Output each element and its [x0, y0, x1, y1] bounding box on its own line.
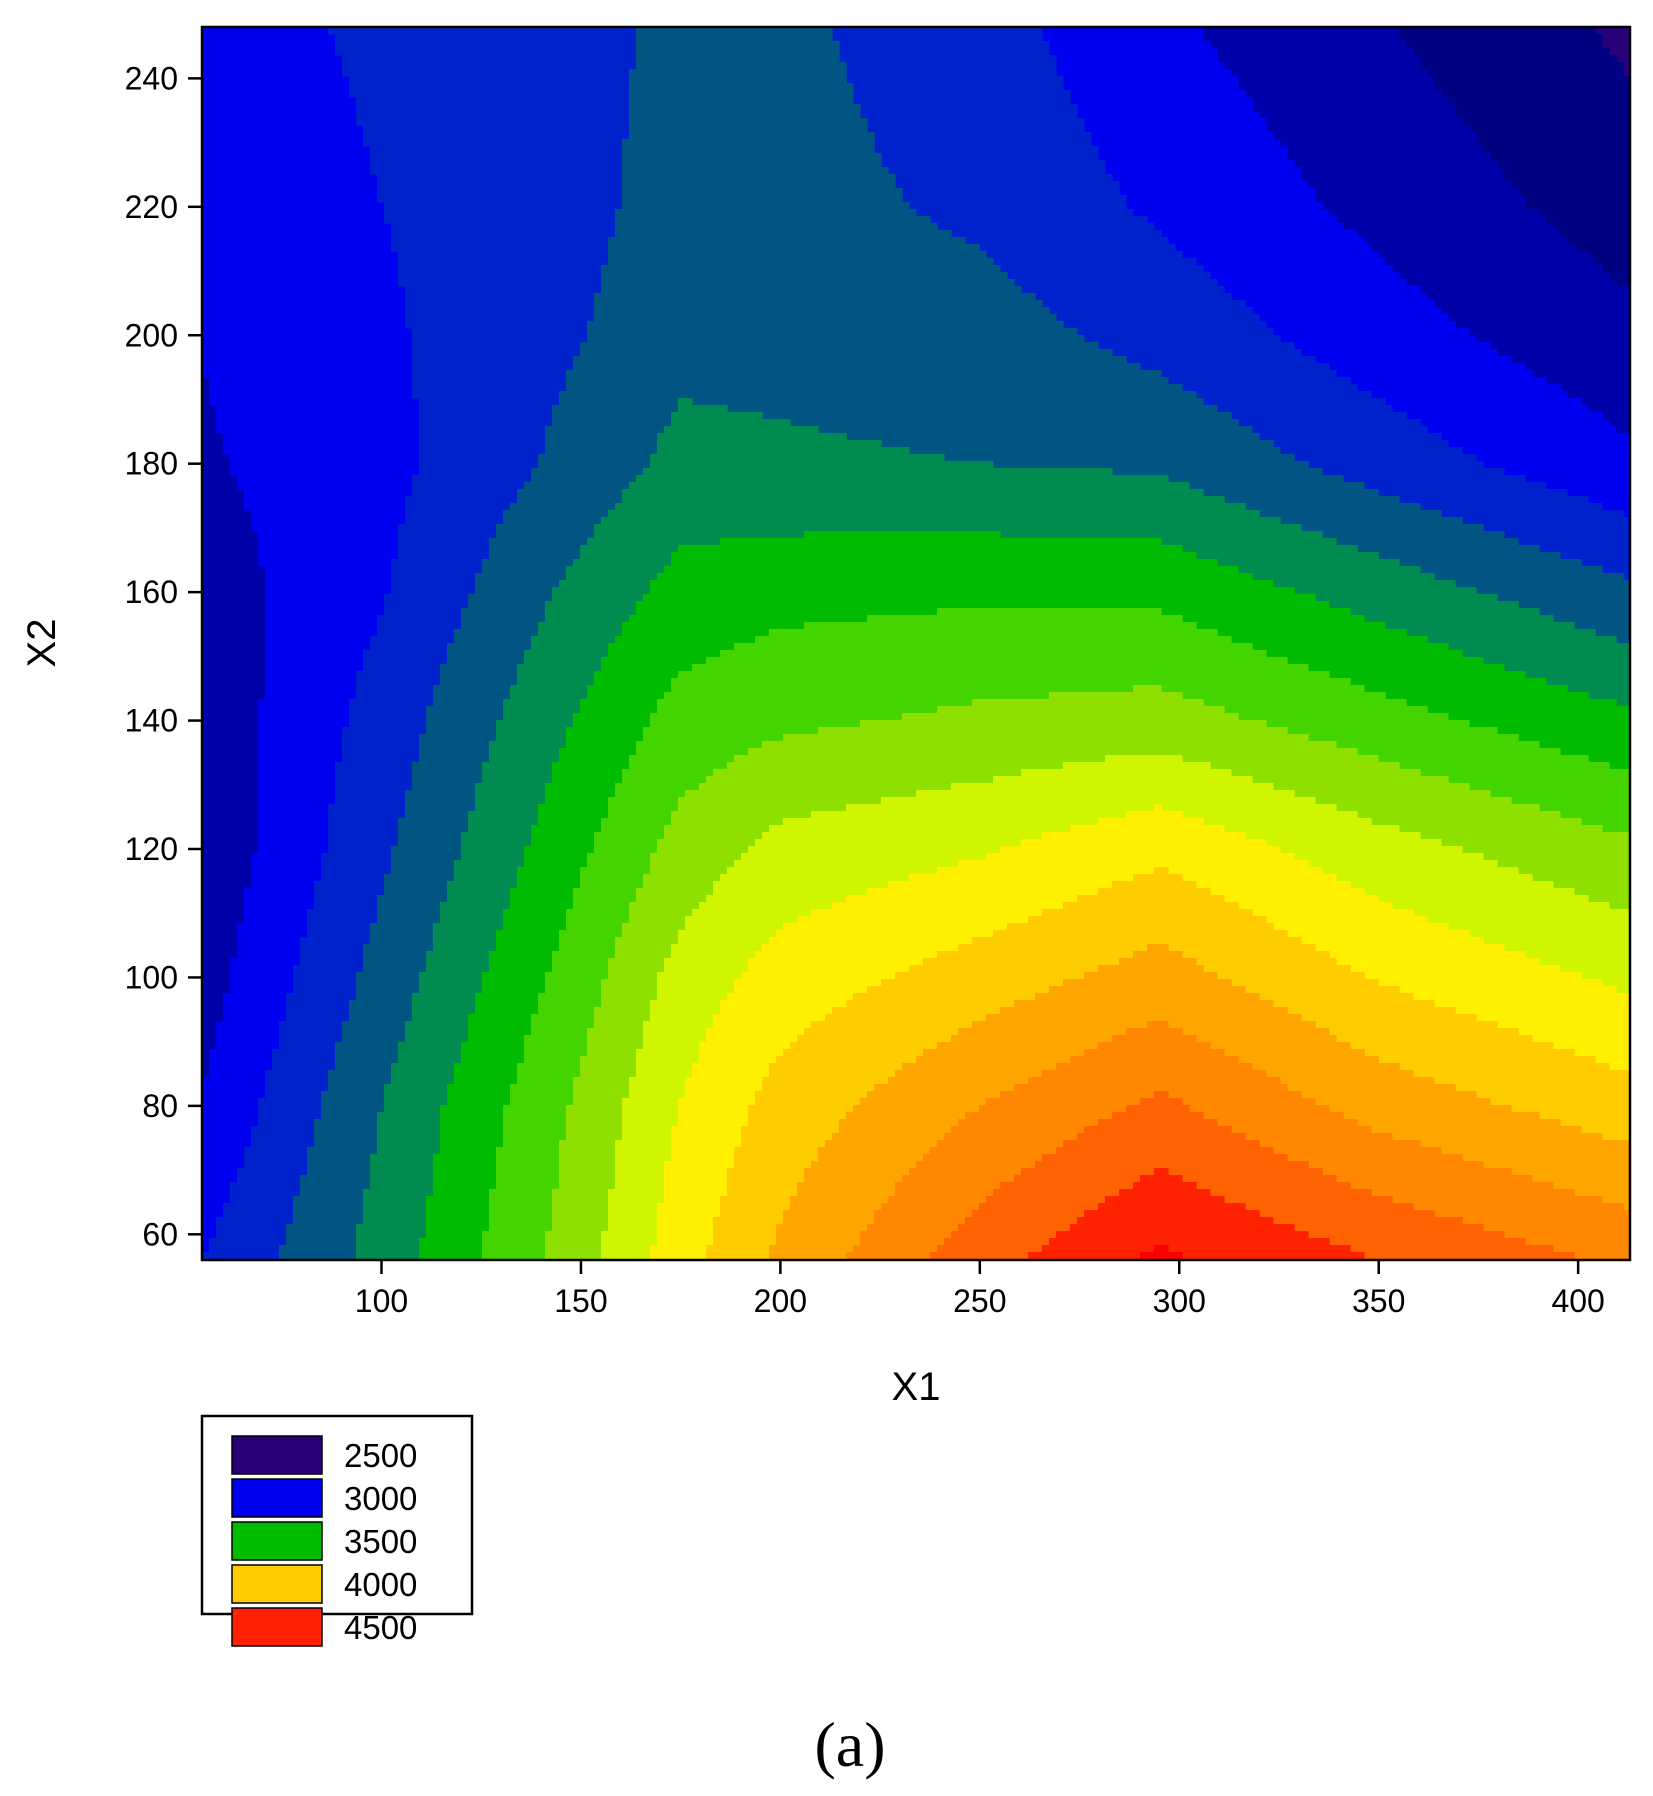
y-tick-label: 220 [125, 189, 178, 225]
legend-label: 4000 [344, 1566, 417, 1603]
x-axis-title: X1 [892, 1365, 941, 1409]
y-tick-label: 120 [125, 831, 178, 867]
contour-band-5 [279, 27, 1631, 1261]
x-tick-label: 150 [554, 1283, 607, 1319]
x-tick-label: 300 [1153, 1283, 1206, 1319]
legend-swatch [231, 1478, 323, 1518]
contour-band-16 [1028, 1168, 1379, 1261]
y-tick-label: 160 [125, 574, 178, 610]
x-tick-label: 100 [355, 1283, 408, 1319]
contour-band-15 [930, 1091, 1589, 1261]
contour-band-0 [1595, 27, 1631, 77]
panel-label: (a) [814, 1709, 885, 1780]
y-tick-label: 240 [125, 60, 178, 96]
x-tick-label: 350 [1352, 1283, 1405, 1319]
contour-band-12 [706, 867, 1631, 1261]
y-tick-label: 180 [125, 446, 178, 482]
x-axis: 100 150 200 250 300 350 400 [355, 1260, 1605, 1319]
legend-label: 4500 [344, 1609, 417, 1646]
y-tick-label: 200 [125, 317, 178, 353]
y-tick-label: 100 [125, 959, 178, 995]
y-axis: 60 80 100 120 140 160 180 200 220 240 [125, 60, 202, 1252]
legend-swatch [231, 1435, 323, 1475]
legend-swatch [231, 1521, 323, 1561]
y-tick-label: 140 [125, 703, 178, 739]
y-axis-title: X2 [20, 619, 64, 668]
x-tick-label: 250 [953, 1283, 1006, 1319]
x-tick-label: 400 [1551, 1283, 1604, 1319]
x-tick-label: 200 [754, 1283, 807, 1319]
legend-swatch [231, 1607, 323, 1647]
contour-band-1 [1399, 27, 1631, 287]
plot-frame [200, 25, 1632, 1262]
legend-label: 2500 [344, 1437, 417, 1474]
legend: 2500 3000 3500 4000 4500 [200, 1414, 474, 1647]
contour-band-17 [1140, 1245, 1197, 1261]
legend-label: 3500 [344, 1523, 417, 1560]
contour-band-10 [601, 755, 1631, 1261]
contour-band-13 [769, 944, 1631, 1261]
contour-band-11 [650, 804, 1631, 1261]
contour-band-4 [202, 27, 1631, 1261]
contour-plot-area [202, 27, 1631, 1261]
y-tick-label: 80 [142, 1088, 178, 1124]
legend-label: 3000 [344, 1480, 417, 1517]
contour-band-14 [846, 1021, 1631, 1261]
legend-swatch [231, 1564, 323, 1604]
y-tick-label: 60 [142, 1216, 178, 1252]
